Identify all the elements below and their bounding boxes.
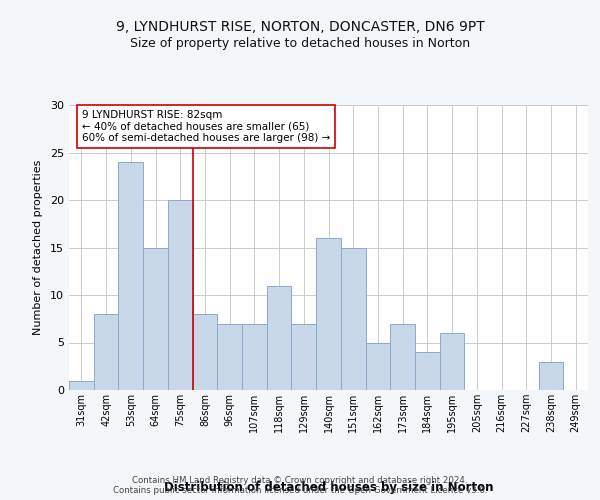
Bar <box>168 200 193 390</box>
Bar <box>143 248 168 390</box>
Bar <box>94 314 118 390</box>
Bar <box>118 162 143 390</box>
Text: Size of property relative to detached houses in Norton: Size of property relative to detached ho… <box>130 38 470 51</box>
Text: Contains HM Land Registry data © Crown copyright and database right 2024.
Contai: Contains HM Land Registry data © Crown c… <box>113 476 487 495</box>
Bar <box>242 324 267 390</box>
Bar <box>341 248 365 390</box>
Bar <box>292 324 316 390</box>
Y-axis label: Number of detached properties: Number of detached properties <box>33 160 43 335</box>
Text: 9 LYNDHURST RISE: 82sqm
← 40% of detached houses are smaller (65)
60% of semi-de: 9 LYNDHURST RISE: 82sqm ← 40% of detache… <box>82 110 330 143</box>
Bar <box>69 380 94 390</box>
X-axis label: Distribution of detached houses by size in Norton: Distribution of detached houses by size … <box>164 481 493 494</box>
Bar <box>267 286 292 390</box>
Bar <box>316 238 341 390</box>
Bar <box>217 324 242 390</box>
Bar <box>193 314 217 390</box>
Text: 9, LYNDHURST RISE, NORTON, DONCASTER, DN6 9PT: 9, LYNDHURST RISE, NORTON, DONCASTER, DN… <box>116 20 484 34</box>
Bar <box>415 352 440 390</box>
Bar <box>390 324 415 390</box>
Bar <box>539 362 563 390</box>
Bar <box>365 342 390 390</box>
Bar <box>440 333 464 390</box>
